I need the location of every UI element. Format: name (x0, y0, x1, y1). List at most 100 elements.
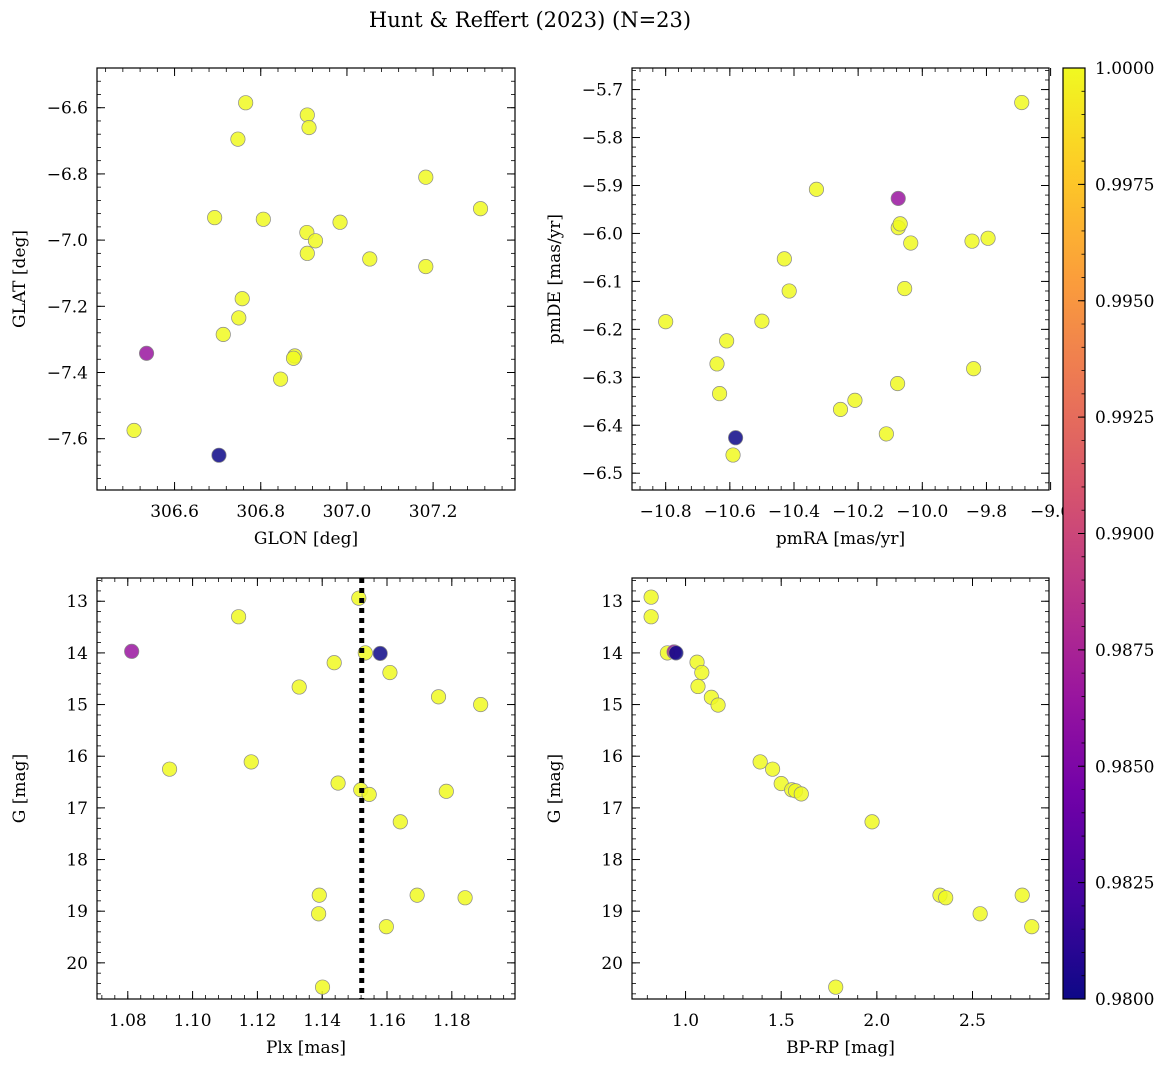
y-tick-label: 13 (66, 592, 88, 612)
scatter-point (938, 890, 954, 906)
scatter-point (808, 181, 824, 197)
scatter-point (1014, 94, 1030, 111)
scatter-point (301, 120, 317, 136)
y-tick-label: 20 (66, 954, 88, 974)
x-tick-label: 2.5 (959, 1011, 986, 1031)
scatter-point (712, 386, 728, 402)
plot-frame (96, 67, 516, 491)
scatter-point (972, 906, 988, 922)
y-tick-label: 15 (66, 696, 88, 716)
x-tick-label: 1.08 (109, 1011, 147, 1031)
data-layer (124, 590, 489, 995)
scatter-point (243, 754, 259, 770)
y-tick-label: 14 (66, 644, 88, 664)
x-tick-label: −10.4 (768, 502, 820, 522)
scatter-point (430, 689, 447, 705)
data-layer (643, 589, 1040, 995)
scatter-point (980, 230, 996, 246)
scatter-point (793, 786, 809, 802)
plot-frame (631, 67, 1050, 491)
scatter-point (285, 350, 302, 366)
x-tick-label: 307.2 (409, 502, 458, 522)
y-tick-label: 18 (601, 851, 623, 871)
scatter-point (211, 447, 227, 463)
x-axis-label: pmRA [mas/yr] (776, 529, 905, 549)
y-tick-label: −6.4 (582, 416, 623, 436)
scatter-point (362, 251, 378, 267)
y-tick-label: 18 (66, 851, 88, 871)
scatter-point (776, 251, 792, 267)
scatter-point (966, 361, 982, 377)
scatter-point (299, 107, 315, 123)
scatter-point (725, 447, 741, 463)
y-tick-label: −7.6 (47, 430, 88, 450)
y-axis-label: G [mag] (545, 754, 565, 823)
scatter-point (215, 326, 231, 342)
scatter-point (878, 426, 894, 442)
scatter-point (361, 786, 377, 802)
y-tick-label: −6.8 (47, 165, 88, 185)
y-tick-label: −7.0 (47, 231, 88, 251)
y-tick-label: −7.2 (47, 297, 88, 317)
scatter-point (238, 95, 254, 111)
colorbar-tick-label: 0.9850 (1095, 757, 1154, 777)
scatter-point (752, 754, 768, 770)
scatter-point (139, 345, 155, 361)
y-axis-label: GLAT [deg] (10, 230, 30, 328)
x-tick-label: 1.18 (433, 1011, 471, 1031)
y-tick-label: 16 (66, 747, 88, 767)
y-tick-label: −6.3 (582, 368, 623, 388)
scatter-point (864, 814, 880, 830)
y-tick-label: 19 (66, 902, 88, 922)
scatter-point (473, 697, 489, 713)
plot-frame (96, 577, 516, 1000)
scatter-point (230, 131, 246, 147)
scatter-point (903, 235, 919, 251)
x-tick-label: 1.0 (672, 1011, 699, 1031)
scatter-point (832, 401, 849, 417)
scatter-point (162, 761, 178, 777)
colorbar-tick-label: 1.0000 (1095, 59, 1154, 79)
scatter-point (643, 609, 659, 625)
colorbar-tick-label: 0.9825 (1095, 874, 1154, 894)
colorbar-tick-label: 0.9875 (1095, 641, 1154, 661)
scatter-point (382, 664, 398, 681)
y-tick-label: −5.7 (582, 81, 623, 101)
y-tick-label: −7.4 (47, 364, 88, 384)
scatter-point (255, 211, 271, 227)
scatter-point (890, 375, 906, 392)
y-tick-label: 13 (601, 592, 623, 612)
panel-4: 1.0 1.5 2.0 2.5 13 14 15 16 17 18 19 20 BP-RP [mag] G… (545, 577, 1050, 1058)
scatter-point (847, 392, 863, 408)
scatter-point (330, 775, 346, 791)
y-tick-label: −6.5 (582, 464, 623, 484)
scatter-point (890, 190, 906, 206)
colorbar-tick-label: 0.9900 (1095, 525, 1154, 545)
x-tick-label: −10.2 (832, 502, 884, 522)
x-axis-label: GLON [deg] (254, 529, 358, 549)
scatter-point (719, 333, 735, 349)
y-tick-label: 16 (601, 747, 623, 767)
scatter-point (124, 643, 140, 659)
x-tick-label: 1.12 (238, 1011, 276, 1031)
y-axis-label: G [mag] (10, 754, 30, 823)
y-tick-label: −6.2 (582, 320, 623, 340)
scatter-point (291, 679, 307, 695)
x-tick-label: −9.6 (1030, 502, 1071, 522)
scatter-point (409, 887, 425, 903)
colorbar-tick-label: 0.9800 (1095, 990, 1154, 1010)
scatter-point (964, 233, 980, 249)
y-tick-label: 15 (601, 696, 623, 716)
y-tick-label: −5.8 (582, 129, 623, 149)
panel-1: 306.6 306.8 307.0 307.2 −7.6 −7.4 −7.2 −7.0 −6.8… (10, 67, 516, 549)
colorbar-tick-label: 0.9950 (1095, 292, 1154, 312)
scatter-point (273, 371, 289, 387)
data-layer (658, 94, 1030, 463)
colorbar: 0.9800 0.9825 0.9850 0.9875 0.9900 0.9925 0.99… (1062, 59, 1154, 1010)
scatter-point (392, 814, 408, 830)
x-axis-label: BP-RP [mag] (786, 1038, 895, 1058)
scatter-point (643, 589, 659, 605)
scatter-point (311, 887, 327, 903)
x-tick-label: 307.0 (323, 502, 372, 522)
